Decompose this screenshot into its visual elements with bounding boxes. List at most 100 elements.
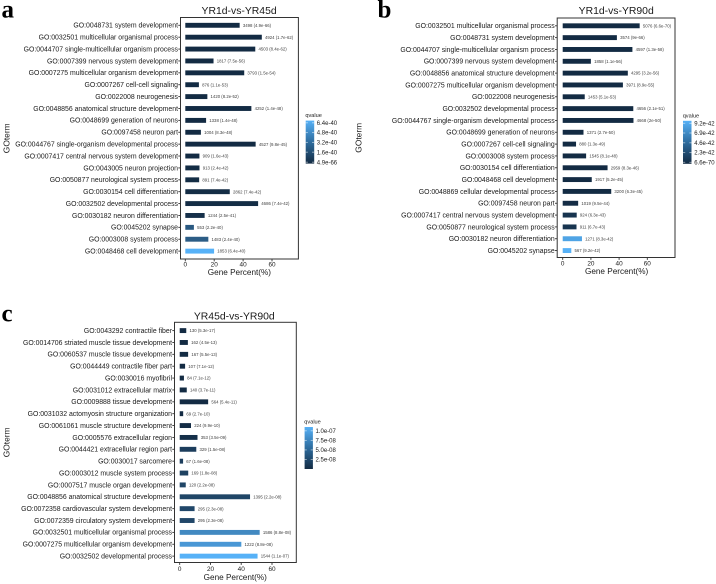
svg-text:GO:0045202 synapse: GO:0045202 synapse (488, 248, 555, 255)
svg-text:GO:0009888 tissue development: GO:0009888 tissue development (71, 399, 172, 406)
svg-text:GO:0014706 striated muscle tis: GO:0014706 striated muscle tissue develo… (23, 340, 172, 347)
svg-text:c: c (2, 301, 13, 328)
svg-text:GO:0072358 cardiovascular syst: GO:0072358 cardiovascular system develop… (21, 506, 172, 513)
svg-text:162 (4.5e-13): 162 (4.5e-13) (191, 340, 217, 345)
svg-text:GO:0031012 extracellular matri: GO:0031012 extracellular matrix (73, 387, 173, 394)
svg-text:4686 (7.4e-42): 4686 (7.4e-42) (261, 201, 290, 206)
svg-text:1.6e-40: 1.6e-40 (317, 150, 338, 156)
svg-text:3574 (9e-66): 3574 (9e-66) (620, 35, 645, 40)
svg-text:GO:0048468 cell development: GO:0048468 cell development (85, 248, 178, 255)
svg-text:1453 (5.1e-53): 1453 (5.1e-53) (588, 94, 617, 99)
svg-text:2.5e-08: 2.5e-08 (316, 458, 337, 464)
svg-text:GO:0030017 sarcomere: GO:0030017 sarcomere (98, 459, 172, 466)
svg-text:GO:0048699 generation of neuro: GO:0048699 generation of neurons (70, 118, 179, 125)
svg-text:40: 40 (240, 261, 248, 268)
svg-text:GO:0043292 contractile fiber: GO:0043292 contractile fiber (84, 328, 173, 335)
svg-text:107 (7.1e-12): 107 (7.1e-12) (188, 364, 214, 369)
svg-text:329 (1.5e-08): 329 (1.5e-08) (199, 447, 225, 452)
svg-text:84 (7.1e-12): 84 (7.1e-12) (187, 376, 211, 381)
svg-text:GO:0007399 nervous system deve: GO:0007399 nervous system development (424, 59, 555, 66)
svg-text:60: 60 (268, 261, 276, 268)
svg-text:GO:0043005 neuron projection: GO:0043005 neuron projection (83, 165, 178, 172)
svg-text:4527 (9.8e-45): 4527 (9.8e-45) (259, 142, 288, 147)
svg-text:GO:0044767 single-organism dev: GO:0044767 single-organism developmental… (15, 142, 178, 149)
svg-text:9.2e-42: 9.2e-42 (694, 121, 715, 127)
svg-text:GO:0048468 cell development: GO:0048468 cell development (462, 177, 555, 184)
svg-text:5.0e-08: 5.0e-08 (316, 448, 337, 454)
svg-text:1019 (9.5e-44): 1019 (9.5e-44) (581, 201, 610, 206)
svg-text:GO:0048731 system development: GO:0048731 system development (73, 23, 178, 30)
svg-text:GOterm: GOterm (2, 123, 12, 153)
svg-text:GO:0007417 central nervous sys: GO:0007417 central nervous system develo… (401, 212, 555, 219)
svg-text:1371 (2.7e-50): 1371 (2.7e-50) (587, 130, 616, 135)
svg-text:20: 20 (207, 566, 215, 573)
svg-text:2862 (7.4e-42): 2862 (7.4e-42) (233, 189, 262, 194)
svg-text:GO:0022008 neurogenesis: GO:0022008 neurogenesis (95, 94, 178, 101)
svg-text:GO:0060537 muscle tissue devel: GO:0060537 muscle tissue development (48, 352, 173, 359)
svg-text:3200 (6.3e-45): 3200 (6.3e-45) (614, 189, 643, 194)
svg-text:GO:0045202 synapse: GO:0045202 synapse (111, 225, 178, 232)
svg-text:2959 (8.3e-46): 2959 (8.3e-46) (611, 165, 640, 170)
svg-text:3.2e-40: 3.2e-40 (317, 141, 338, 147)
svg-text:4295 (3.2e-56): 4295 (3.2e-56) (631, 71, 660, 76)
svg-text:0: 0 (184, 261, 188, 268)
svg-text:GO:0048856 anatomical structur: GO:0048856 anatomical structure developm… (33, 106, 178, 113)
svg-text:GOterm: GOterm (354, 123, 364, 153)
svg-text:GO:0050877 neurological system: GO:0050877 neurological system process (426, 224, 555, 231)
svg-text:a: a (2, 0, 15, 23)
svg-text:911 (6.7e-43): 911 (6.7e-43) (580, 225, 606, 230)
svg-text:20: 20 (587, 260, 595, 267)
svg-text:GO:0030154 cell differentiatio: GO:0030154 cell differentiation (83, 189, 178, 196)
svg-text:YR1d-vs-YR45d: YR1d-vs-YR45d (202, 6, 277, 17)
svg-text:GO:0097458 neuron part: GO:0097458 neuron part (101, 130, 178, 137)
svg-text:4.9e-66: 4.9e-66 (317, 160, 338, 166)
svg-text:40: 40 (616, 260, 624, 267)
svg-text:GOterm: GOterm (2, 427, 12, 457)
svg-text:1420 (8.2e-52): 1420 (8.2e-52) (211, 94, 240, 99)
svg-text:120 (2.2e-08): 120 (2.2e-08) (189, 483, 215, 488)
svg-text:1853 (6.4e-40): 1853 (6.4e-40) (217, 249, 246, 254)
svg-text:0: 0 (561, 260, 565, 267)
svg-text:1545 (8.1e-48): 1545 (8.1e-48) (589, 154, 618, 159)
svg-text:67 (1.6e-08): 67 (1.6e-08) (186, 459, 210, 464)
svg-text:167 (5.5e-13): 167 (5.5e-13) (191, 352, 217, 357)
svg-text:GO:0030182 neuron differentiat: GO:0030182 neuron differentiation (449, 236, 555, 243)
svg-text:GO:0007267 cell-cell signaling: GO:0007267 cell-cell signaling (461, 141, 555, 148)
svg-text:GO:0044449 contractile fiber p: GO:0044449 contractile fiber part (70, 364, 172, 371)
svg-text:GO:0044767 single-organism dev: GO:0044767 single-organism developmental… (392, 118, 555, 125)
svg-text:1586 (8.8e-08): 1586 (8.8e-08) (263, 530, 292, 535)
svg-text:GO:0003008 system process: GO:0003008 system process (89, 237, 179, 244)
svg-text:b: b (378, 0, 392, 24)
svg-text:GO:0030016 myofibril: GO:0030016 myofibril (105, 375, 172, 382)
svg-text:40: 40 (238, 566, 246, 573)
svg-text:GO:0005576 extracellular regio: GO:0005576 extracellular region (72, 435, 172, 442)
svg-text:GO:0032501 multicellular organ: GO:0032501 multicellular organismal proc… (39, 35, 179, 42)
svg-text:3971 (8.9e-55): 3971 (8.9e-55) (626, 83, 655, 88)
svg-text:6.9e-42: 6.9e-42 (694, 131, 715, 137)
svg-text:GO:0007275 multicellular organ: GO:0007275 multicellular organism develo… (29, 70, 178, 77)
svg-text:GO:0003008 system process: GO:0003008 system process (465, 153, 555, 160)
svg-text:4924 (1.7e-62): 4924 (1.7e-62) (265, 35, 294, 40)
svg-text:6.6e-70: 6.6e-70 (694, 160, 715, 166)
svg-text:YR1d-vs-YR90d: YR1d-vs-YR90d (579, 6, 654, 17)
svg-text:GO:0048856 anatomical structur: GO:0048856 anatomical structure developm… (410, 70, 555, 77)
svg-text:4.6e-42: 4.6e-42 (694, 141, 715, 147)
svg-text:4656 (2.1e-51): 4656 (2.1e-51) (636, 106, 665, 111)
svg-text:GO:0032502 developmental proce: GO:0032502 developmental process (66, 201, 179, 208)
svg-text:GO:0044421 extracellular regio: GO:0044421 extracellular region part (59, 447, 172, 454)
svg-text:60: 60 (644, 260, 652, 267)
svg-text:1483 (2.4e-40): 1483 (2.4e-40) (212, 237, 241, 242)
svg-text:909 (1.6e-43): 909 (1.6e-43) (203, 154, 229, 159)
svg-text:GO:0032501 multicellular organ: GO:0032501 multicellular organismal proc… (415, 23, 555, 30)
svg-text:224 (9.9e-10): 224 (9.9e-10) (194, 423, 220, 428)
svg-text:GO:0044707 single-multicellula: GO:0044707 single-multicellular organism… (400, 47, 555, 54)
svg-text:YR45d-vs-YR90d: YR45d-vs-YR90d (194, 312, 275, 323)
svg-text:GO:0032502 developmental proce: GO:0032502 developmental process (442, 106, 555, 113)
svg-text:3793 (1.5e-54): 3793 (1.5e-54) (247, 70, 276, 75)
svg-text:7.5e-08: 7.5e-08 (316, 439, 337, 445)
svg-text:GO:0048856 anatomical structur: GO:0048856 anatomical structure developm… (27, 494, 172, 501)
svg-text:GO:0032502 developmental proce: GO:0032502 developmental process (60, 553, 173, 560)
svg-text:1244 (2.5e-41): 1244 (2.5e-41) (208, 213, 237, 218)
svg-text:5076 (6.6e-70): 5076 (6.6e-70) (643, 23, 672, 28)
svg-text:4597 (1.3e-58): 4597 (1.3e-58) (636, 47, 665, 52)
